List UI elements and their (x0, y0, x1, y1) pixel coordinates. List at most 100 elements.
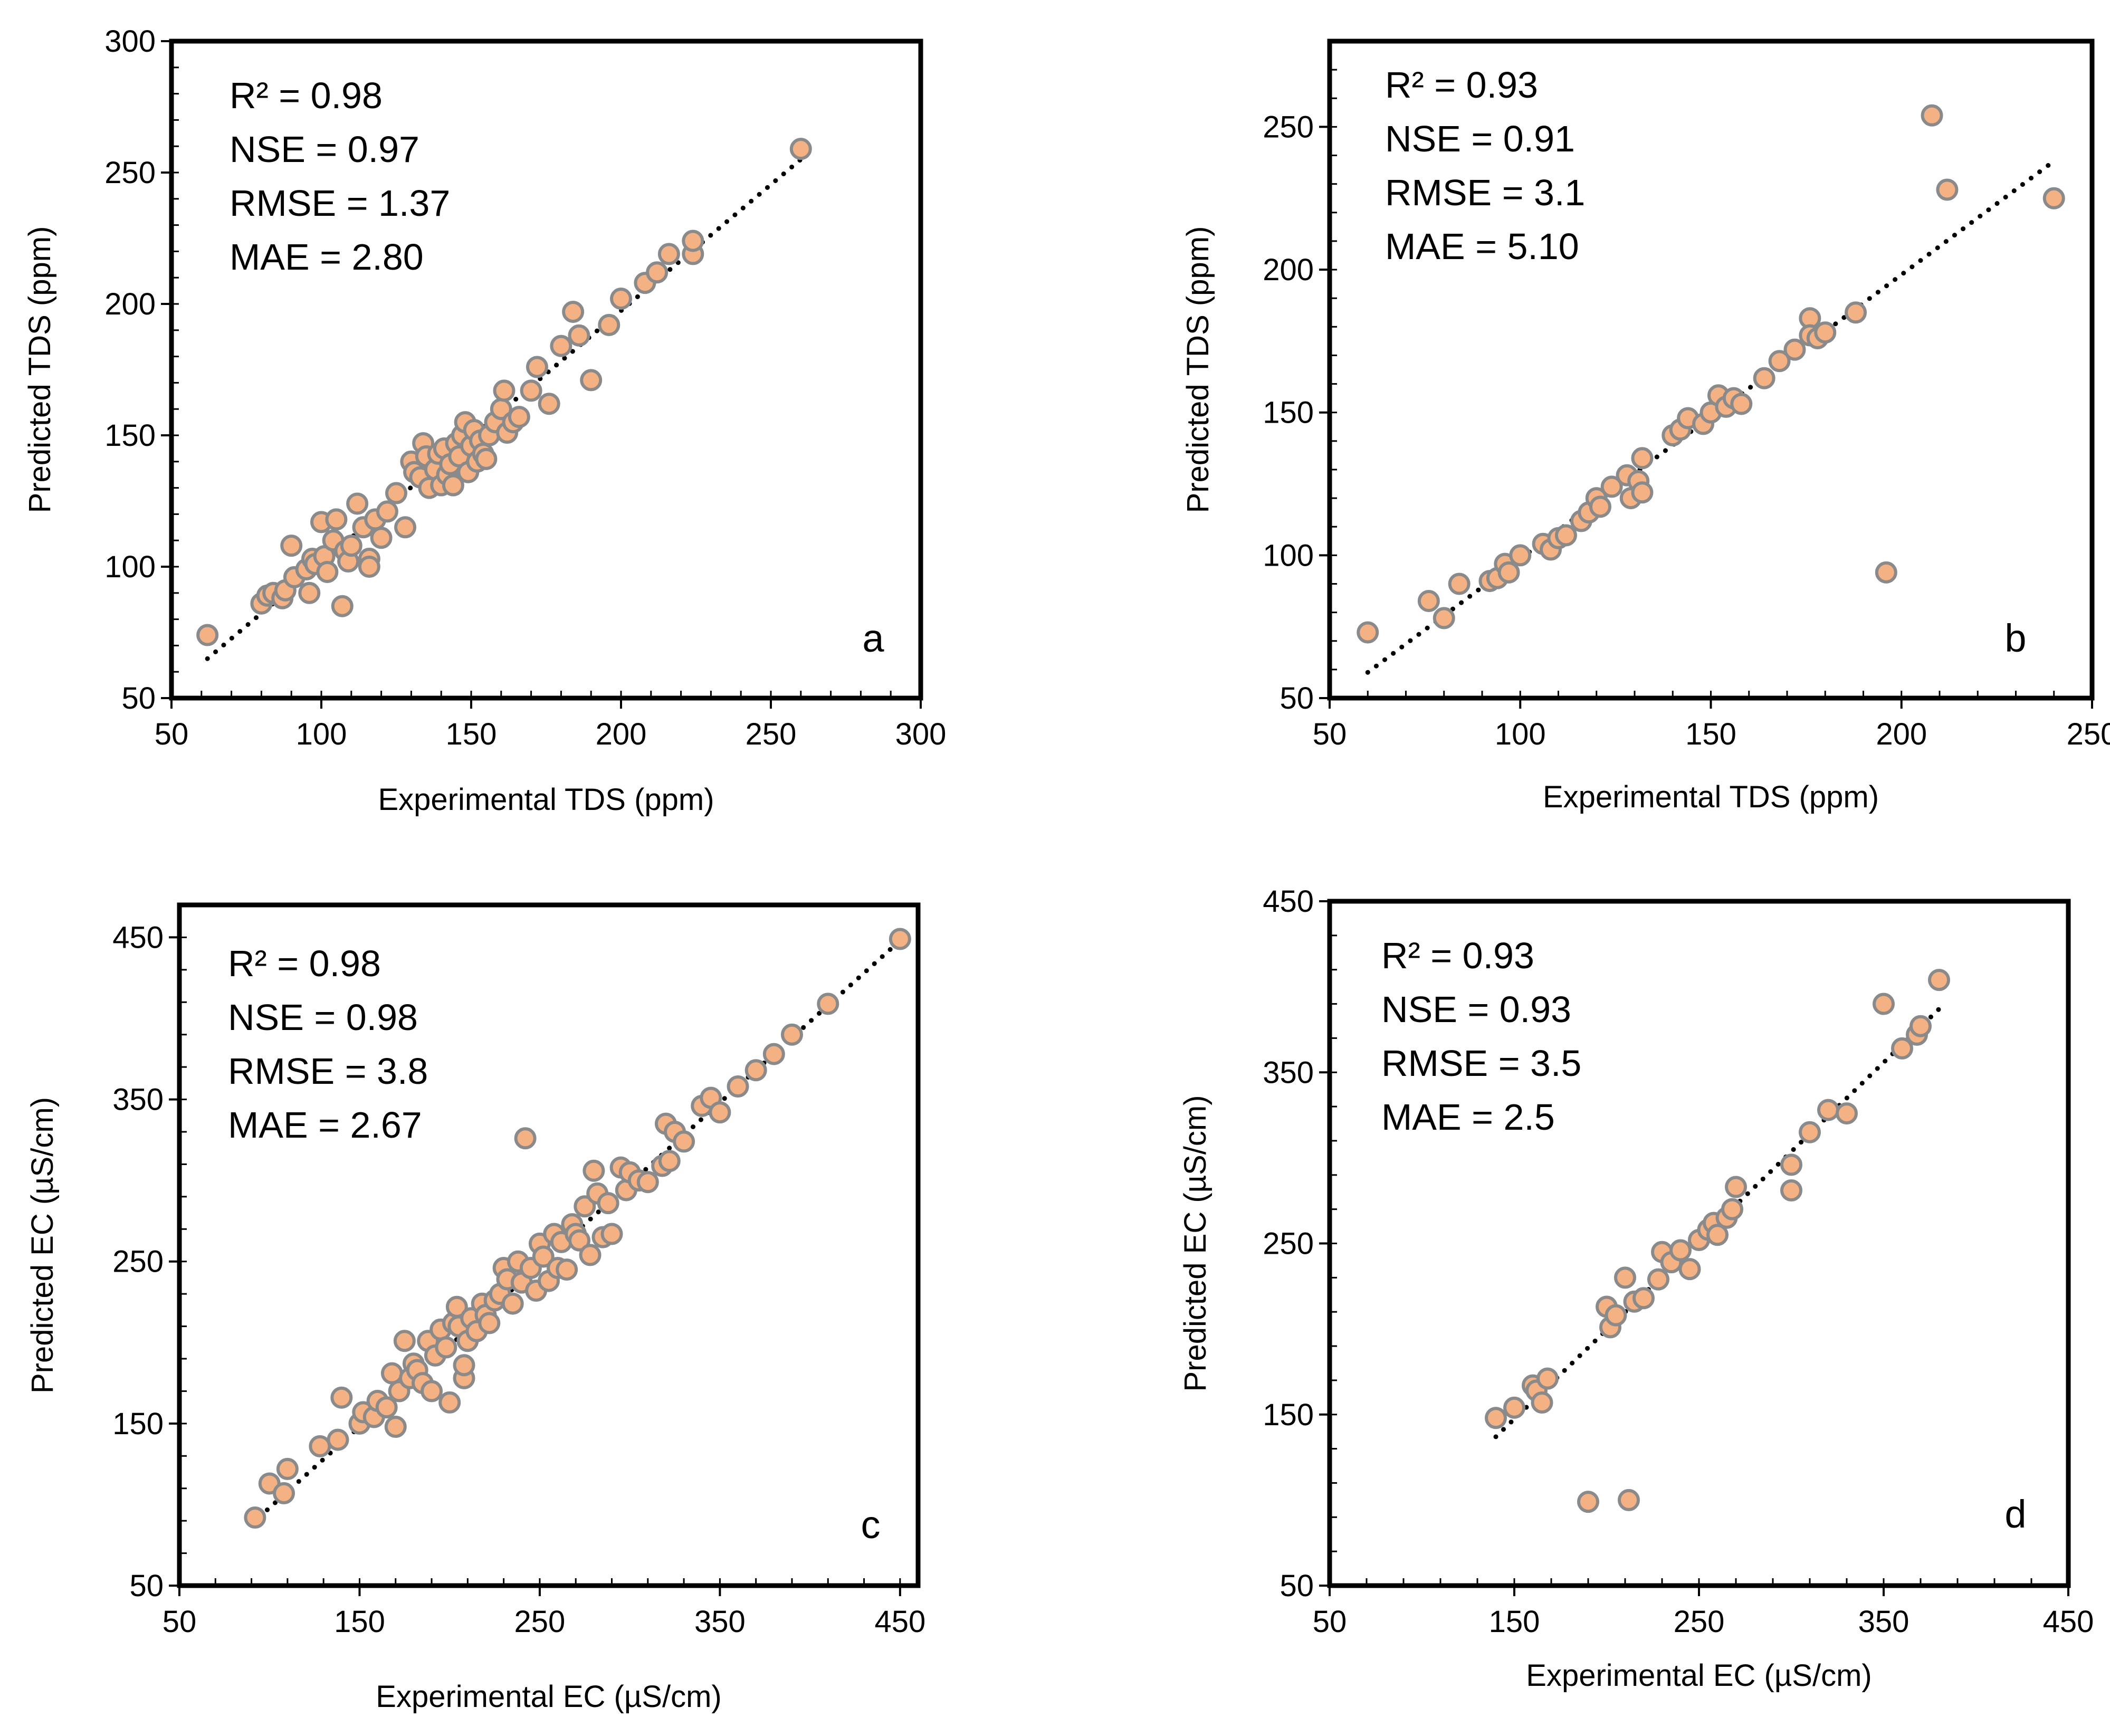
data-point (673, 1130, 695, 1153)
panel-letter: c (861, 1503, 881, 1547)
panel-c: 50 150 250 350 450 50 150 250 350 450 R² = 0.98 NSE… (25, 902, 925, 1714)
x-axis-title: Experimental EC (µS/cm) (376, 1680, 721, 1714)
y-tick-label: 200 (1263, 253, 1314, 287)
data-point (1669, 1239, 1692, 1262)
data-point (583, 1159, 605, 1182)
plot-frame (177, 902, 921, 1588)
data-point (316, 560, 339, 583)
data-point (2042, 187, 2065, 209)
y-tick-label: 350 (112, 1083, 164, 1117)
data-point (478, 1312, 501, 1334)
data-point (579, 1244, 602, 1266)
y-tick-label: 250 (1263, 1227, 1314, 1261)
data-point (1909, 1015, 1932, 1037)
data-point (580, 369, 603, 392)
data-point (1780, 1153, 1802, 1176)
data-point (1554, 524, 1577, 547)
x-tick-label: 250 (514, 1605, 566, 1639)
panel-a: 50 100 150 200 250 300 50 100 150 200 250 300 R² = 0… (23, 24, 946, 817)
data-point (636, 1171, 659, 1194)
plot-frame (1327, 39, 2095, 701)
data-point (646, 261, 669, 284)
stat-label: R² = 0.98 (228, 943, 381, 984)
plot-frame (1327, 899, 2071, 1588)
data-point (1417, 589, 1440, 612)
data-point (1768, 350, 1791, 373)
stat-label: NSE = 0.97 (230, 129, 419, 170)
data-point (1891, 1037, 1913, 1060)
stat-label: R² = 0.93 (1385, 64, 1538, 106)
data-point (762, 1043, 785, 1065)
data-point (658, 1150, 681, 1172)
x-tick-label: 150 (1685, 717, 1736, 751)
data-point (380, 1362, 403, 1385)
data-point (1753, 367, 1775, 389)
y-tick-label: 150 (1263, 1398, 1314, 1432)
data-point (1503, 1396, 1525, 1419)
data-point (1721, 1198, 1743, 1220)
data-point (600, 1223, 623, 1245)
scatter-points (1485, 969, 1950, 1513)
data-point (556, 1258, 578, 1281)
data-point (375, 1396, 398, 1419)
y-tick-label: 50 (1280, 681, 1314, 716)
data-point (475, 447, 498, 470)
stat-label: MAE = 2.67 (228, 1104, 422, 1146)
data-point (520, 379, 542, 402)
data-point (550, 335, 572, 357)
y-tick-label: 450 (1263, 884, 1314, 919)
x-axis-title: Experimental TDS (ppm) (378, 783, 714, 817)
data-point (1509, 544, 1532, 567)
y-tick-label: 50 (129, 1569, 164, 1603)
data-point (727, 1075, 749, 1098)
x-tick-label: 50 (155, 717, 189, 751)
data-point (598, 313, 620, 336)
data-point (421, 1380, 443, 1403)
y-tick-label: 200 (104, 287, 156, 321)
data-point (453, 1354, 475, 1377)
data-point (1631, 447, 1654, 470)
data-point (438, 1391, 461, 1414)
x-tick-label: 150 (446, 717, 497, 751)
y-tick-label: 50 (1280, 1569, 1314, 1603)
y-axis-title: Predicted EC (µS/cm) (25, 1097, 60, 1394)
data-point (298, 581, 321, 604)
stat-label: RMSE = 3.8 (228, 1051, 428, 1092)
data-point (744, 1059, 767, 1082)
data-point (327, 1428, 349, 1451)
x-tick-label: 250 (746, 717, 797, 751)
data-point (1632, 1287, 1655, 1310)
data-point (514, 1127, 537, 1150)
data-point (1928, 969, 1950, 991)
panel-d: 50 150 250 350 450 50 150 250 350 450 R² = 0.93 NSE… (1178, 884, 2094, 1693)
data-point (1531, 1391, 1553, 1414)
y-tick-label: 150 (1263, 396, 1314, 430)
x-tick-label: 250 (2067, 717, 2110, 751)
x-tick-label: 50 (163, 1605, 197, 1639)
scatter-points (196, 138, 812, 646)
y-tick-label: 250 (104, 156, 156, 190)
data-point (346, 492, 369, 515)
data-point (493, 379, 515, 402)
stat-label: MAE = 2.5 (1381, 1096, 1555, 1138)
data-point (1448, 573, 1471, 595)
data-point (1357, 621, 1379, 644)
y-tick-label: 450 (112, 920, 164, 955)
data-point (532, 1245, 555, 1268)
y-tick-label: 100 (104, 550, 156, 584)
scatter-points (1357, 104, 2065, 644)
x-tick-label: 200 (1876, 717, 1927, 751)
x-tick-label: 450 (2043, 1605, 2094, 1639)
data-point (1618, 1489, 1640, 1511)
data-point (330, 1386, 353, 1409)
data-point (1875, 561, 1897, 584)
data-point (370, 527, 393, 549)
panel-b: 50 100 150 200 250 50 100 150 200 250 R² = 0.93 NSE… (1181, 39, 2110, 814)
x-tick-label: 100 (296, 717, 347, 751)
data-point (709, 1101, 731, 1124)
data-point (568, 1229, 591, 1252)
data-point (1845, 301, 1867, 324)
data-point (340, 535, 362, 557)
x-tick-label: 150 (334, 1605, 385, 1639)
